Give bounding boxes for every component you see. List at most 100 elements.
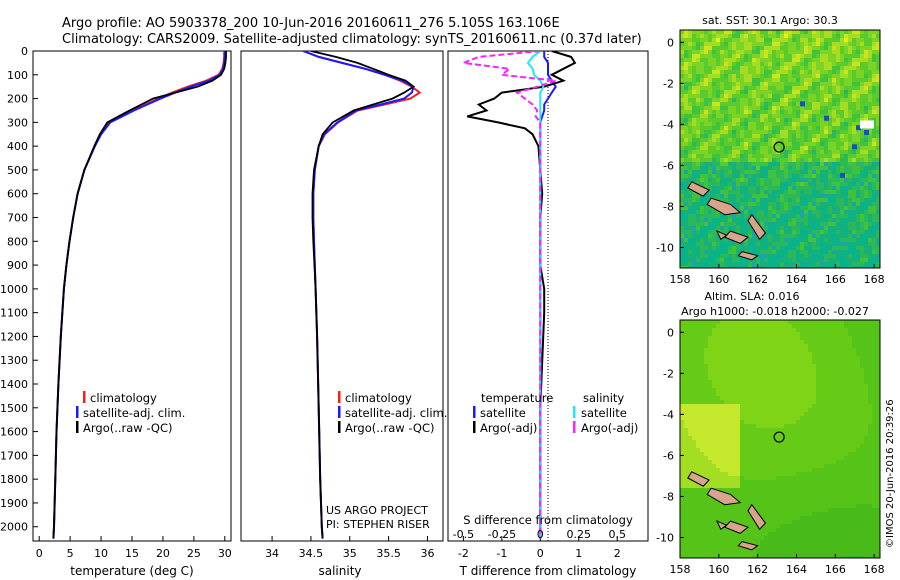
map-cell [832, 162, 836, 166]
map-cell [768, 98, 772, 102]
map-cell [868, 166, 872, 170]
map-cell [700, 230, 704, 234]
map-cell [752, 106, 756, 110]
map-cell [688, 126, 692, 130]
map-cell [788, 74, 792, 78]
map-cell [796, 428, 800, 432]
map-cell [808, 78, 812, 82]
map-cell [760, 340, 764, 344]
map-cell [780, 340, 784, 344]
map-cell [832, 114, 836, 118]
map-cell [836, 364, 840, 368]
map-cell [744, 372, 748, 376]
map-cell [836, 242, 840, 246]
map-cell [872, 320, 876, 324]
map-cell [776, 250, 780, 254]
map-cell [732, 266, 736, 268]
map-cell [740, 154, 744, 158]
map-cell [692, 356, 696, 360]
map-cell [748, 190, 752, 194]
map-cell [828, 424, 832, 428]
map-cell [700, 428, 704, 432]
map-cell [820, 82, 824, 86]
map-cell [848, 444, 852, 448]
map-cell [700, 420, 704, 424]
map-cell [680, 138, 684, 142]
map-cell [868, 242, 872, 246]
map-cell [848, 460, 852, 464]
map-cell [700, 324, 704, 328]
map-cell [692, 198, 696, 202]
map-cell [708, 372, 712, 376]
map-cell [732, 336, 736, 340]
map-cell [804, 412, 808, 416]
map-cell [724, 328, 728, 332]
map-cell [684, 222, 688, 226]
map-cell [808, 90, 812, 94]
map-cell [816, 162, 820, 166]
map-cell [744, 388, 748, 392]
map-cell [692, 440, 696, 444]
map-cell [756, 404, 760, 408]
map-cell [852, 54, 856, 58]
map-cell [688, 266, 692, 268]
map-cell [696, 452, 700, 456]
map-cell [812, 66, 816, 70]
map-cell [844, 130, 848, 134]
map-cell [708, 162, 712, 166]
map-cell [828, 222, 832, 226]
map-cell [768, 158, 772, 162]
map-cell [824, 78, 828, 82]
map-cell [748, 162, 752, 166]
map-cell [800, 58, 804, 62]
map-cell [684, 74, 688, 78]
map-cell [832, 242, 836, 246]
map-cell [712, 262, 716, 266]
map-cell [744, 242, 748, 246]
map-cell [760, 214, 764, 218]
map-cell [772, 150, 776, 154]
map-cell [724, 230, 728, 234]
map-cell [780, 396, 784, 400]
map-cell [876, 344, 880, 348]
map-cell [772, 340, 776, 344]
map-cell [736, 118, 740, 122]
map-cell [772, 202, 776, 206]
map-cell [704, 226, 708, 230]
map-cell [696, 360, 700, 364]
map-cell [800, 254, 804, 258]
map-cell [856, 106, 860, 110]
map-cell [808, 254, 812, 258]
map-cell [784, 234, 788, 238]
map-cell [776, 162, 780, 166]
map-cell [704, 432, 708, 436]
map-cell [796, 448, 800, 452]
depth-tick-label: 100 [7, 69, 28, 82]
map-cell [864, 70, 868, 74]
map-cell [752, 360, 756, 364]
map-cell [800, 34, 804, 38]
map-cell [828, 42, 832, 46]
map-cell [864, 170, 868, 174]
map-cell [732, 38, 736, 42]
map-cell [776, 218, 780, 222]
map-cell [836, 190, 840, 194]
map-cell [772, 50, 776, 54]
map-cell [684, 464, 688, 468]
map-cell [736, 98, 740, 102]
map-cell [720, 344, 724, 348]
map-cell [704, 258, 708, 262]
map-cell [836, 404, 840, 408]
map-cell [812, 70, 816, 74]
map-cell [840, 460, 844, 464]
map-cell [680, 62, 684, 66]
map-cell [708, 448, 712, 452]
map-cell [796, 392, 800, 396]
map-cell [696, 400, 700, 404]
map-cell [820, 50, 824, 54]
map-cell [832, 142, 836, 146]
map-cell [740, 392, 744, 396]
map-cell [860, 222, 864, 226]
map-cell [804, 246, 808, 250]
map-cell [732, 222, 736, 226]
